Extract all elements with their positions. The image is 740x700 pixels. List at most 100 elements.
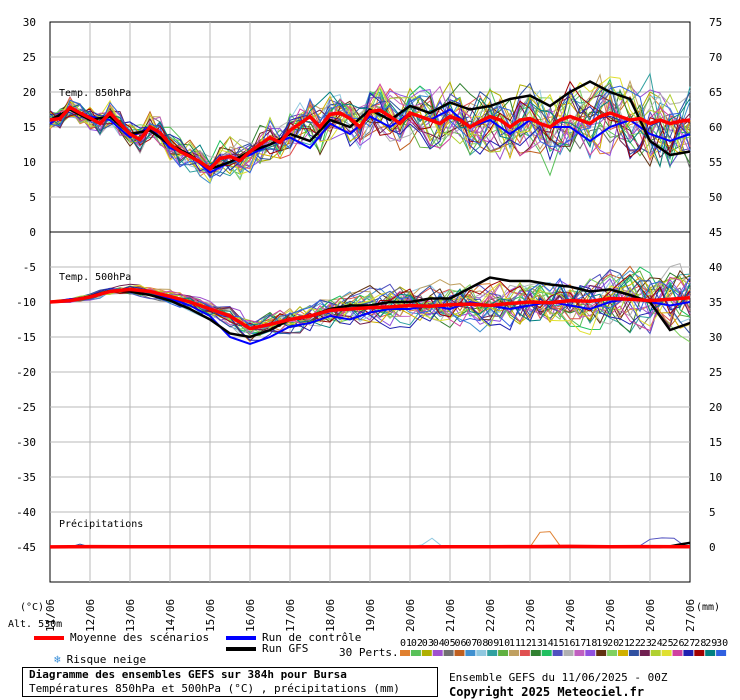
- pert-swatch: [563, 650, 574, 656]
- right-tick-label: 50: [709, 191, 722, 204]
- legend-snow-label: Risque neige: [66, 653, 147, 666]
- left-tick-label: -30: [16, 436, 36, 449]
- pert-label: 10: [498, 638, 510, 649]
- ensemble-member-line: [49, 85, 691, 179]
- pert-swatch: [465, 650, 476, 656]
- ensemble-mean-line: [49, 105, 691, 172]
- x-axis-ticks: 11/06 12/06 13/06 14/06 15/06 16/06 17/06 18/06…: [44, 599, 697, 632]
- right-tick-label: 10: [709, 471, 722, 484]
- pert-label: 24: [651, 638, 663, 649]
- chart-title-box: Diagramme des ensembles GEFS sur 384h po…: [22, 667, 438, 697]
- legend-mean-label: Moyenne des scénarios: [70, 631, 210, 644]
- pert-swatch: [476, 650, 487, 656]
- x-tick-label: 27/06: [684, 599, 697, 632]
- pert-label: 22: [629, 638, 641, 649]
- pert-label: 05: [444, 638, 456, 649]
- pert-label: 27: [683, 638, 695, 649]
- left-tick-label: -40: [16, 506, 36, 519]
- x-tick-label: 14/06: [164, 599, 177, 632]
- right-tick-label: 75: [709, 16, 722, 29]
- pert-label: 04: [433, 638, 445, 649]
- pert-swatch: [410, 650, 421, 656]
- pert-swatch: [716, 650, 727, 656]
- pert-swatch: [650, 650, 661, 656]
- gfs-run-line: [49, 80, 691, 171]
- pert-label: 08: [476, 638, 488, 649]
- pert-label: 16: [564, 638, 576, 649]
- legend-perts-label: 30 Perts.: [339, 646, 399, 659]
- legend-control-label: Run de contrôle: [262, 631, 362, 644]
- altitude-label: Alt. 530m: [8, 619, 62, 630]
- left-tick-label: -35: [16, 471, 36, 484]
- pert-label: 26: [673, 638, 685, 649]
- legend-mean-swatch: [34, 636, 64, 640]
- pert-swatch: [530, 650, 541, 656]
- panel-850-label: Temp. 850hPa: [59, 88, 131, 99]
- x-tick-label: 16/06: [244, 599, 257, 632]
- right-tick-label: 5: [709, 506, 716, 519]
- x-tick-label: 15/06: [204, 599, 217, 632]
- x-tick-label: 20/06: [404, 599, 417, 632]
- x-tick-label: 22/06: [484, 599, 497, 632]
- pert-label: 23: [640, 638, 652, 649]
- legend-control-swatch: [226, 636, 256, 640]
- x-tick-label: 24/06: [564, 599, 577, 632]
- pert-label: 30: [716, 638, 728, 649]
- x-tick-label: 23/06: [524, 599, 537, 632]
- right-tick-label: 40: [709, 261, 722, 274]
- left-tick-label: -10: [16, 296, 36, 309]
- left-tick-label: 0: [29, 226, 36, 239]
- pert-swatch: [628, 650, 639, 656]
- pert-label: 18: [585, 638, 597, 649]
- x-tick-label: 18/06: [324, 599, 337, 632]
- right-tick-label: 0: [709, 541, 716, 554]
- left-tick-label: 25: [23, 51, 36, 64]
- pert-swatch: [552, 650, 563, 656]
- pert-swatch: [421, 650, 432, 656]
- left-tick-label: -15: [16, 331, 36, 344]
- legend-gfs-label: Run GFS: [262, 642, 309, 655]
- pert-swatch: [607, 650, 618, 656]
- pert-label: 06: [455, 638, 467, 649]
- left-tick-label: 15: [23, 121, 36, 134]
- right-tick-label: 35: [709, 296, 722, 309]
- legend-control: Run de contrôle: [226, 631, 361, 644]
- ensemble-mean-line: [49, 287, 691, 331]
- right-tick-label: 70: [709, 51, 722, 64]
- ensemble-mean-line: [49, 544, 691, 549]
- right-tick-label: 60: [709, 121, 722, 134]
- left-axis-ticks: 30 25 20 15 10 5 0 -5 -10 -15 -20 -25 -30 -35 -40 -45: [16, 16, 36, 554]
- x-tick-label: 26/06: [644, 599, 657, 632]
- x-tick-label: 19/06: [364, 599, 377, 632]
- pert-label: 21: [618, 638, 630, 649]
- pert-swatch: [400, 650, 410, 656]
- x-tick-label: 25/06: [604, 599, 617, 632]
- chart-title: Diagramme des ensembles GEFS sur 384h po…: [29, 668, 347, 681]
- pert-swatch: [694, 650, 705, 656]
- pert-label: 03: [422, 638, 434, 649]
- pert-label: 07: [465, 638, 477, 649]
- ensemble-member-line: [49, 83, 691, 175]
- pert-swatch: [519, 650, 530, 656]
- pert-swatch: [443, 650, 454, 656]
- left-tick-label: 30: [23, 16, 36, 29]
- run-info: Ensemble GEFS du 11/06/2025 - 00Z: [449, 671, 668, 684]
- pert-label: 14: [542, 638, 554, 649]
- x-tick-label: 21/06: [444, 599, 457, 632]
- pert-swatch: [509, 650, 519, 656]
- pert-swatch: [705, 650, 716, 656]
- legend-mean: Moyenne des scénarios: [34, 631, 209, 644]
- pert-label: 12: [520, 638, 532, 649]
- right-tick-label: 30: [709, 331, 722, 344]
- pert-label: 19: [596, 638, 608, 649]
- pert-label: 09: [487, 638, 499, 649]
- panel-500-label: Temp. 500hPa: [59, 272, 131, 283]
- pert-label: 20: [607, 638, 619, 649]
- right-tick-label: 25: [709, 366, 722, 379]
- pert-label: 02: [411, 638, 423, 649]
- pert-label: 15: [553, 638, 565, 649]
- pert-swatch: [672, 650, 683, 656]
- gfs-run-line: [49, 276, 691, 339]
- legend-snow: ❄ Risque neige: [54, 653, 146, 666]
- legend-gfs-swatch: [226, 647, 256, 651]
